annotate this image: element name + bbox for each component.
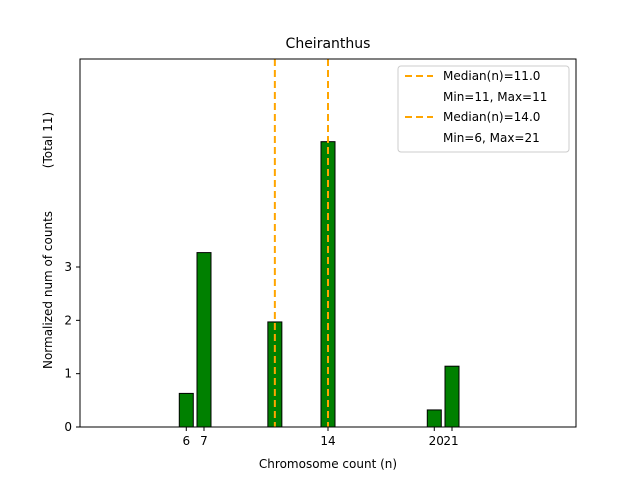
legend-median-label-2: Median(n)=14.0: [443, 110, 540, 124]
y-tick-label-3: 3: [64, 260, 72, 274]
legend-range-label-1: Min=11, Max=11: [443, 90, 547, 104]
y-tick-label-0: 0: [64, 420, 72, 434]
x-tick-label-20: 20: [429, 434, 444, 448]
bar-21: [444, 365, 460, 428]
bar-6: [178, 392, 194, 428]
y-tick-label-1: 1: [64, 367, 72, 381]
x-tick-label-6: 6: [182, 434, 190, 448]
x-tick-label-14: 14: [320, 434, 335, 448]
legend-box: [397, 65, 570, 153]
bar-20: [426, 409, 442, 428]
legend: Median(n)=11.0 Min=11, Max=11 Median(n)=14…: [397, 65, 570, 153]
y-axis-total-note: (Total 11): [41, 112, 55, 168]
x-tick-label-7: 7: [200, 434, 208, 448]
bar-7: [196, 252, 212, 428]
legend-median-label-1: Median(n)=11.0: [443, 69, 540, 83]
x-axis-ticks: 6 7 14 20 21: [182, 427, 459, 448]
y-axis-label: Normalized num of counts: [41, 211, 55, 369]
bars-layer: [178, 141, 460, 428]
y-tick-label-2: 2: [64, 313, 72, 327]
x-axis-label: Chromosome count (n): [259, 457, 397, 471]
median-lines-layer: [273, 59, 329, 427]
y-axis-ticks: 0 1 2 3: [64, 260, 80, 434]
chart-title: Cheiranthus: [286, 36, 371, 52]
x-tick-label-21: 21: [443, 434, 458, 448]
legend-range-label-2: Min=6, Max=21: [443, 131, 540, 145]
